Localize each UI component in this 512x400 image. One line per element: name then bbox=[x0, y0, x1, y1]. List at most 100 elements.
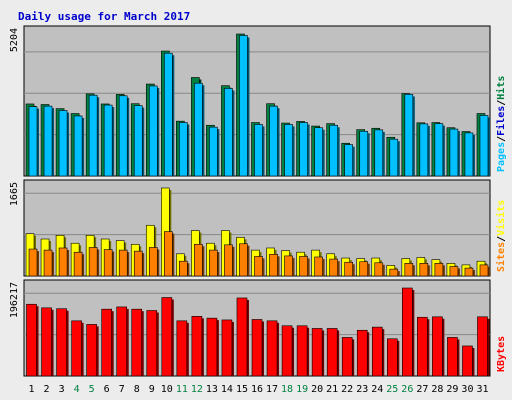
day-label-4: 4 bbox=[74, 384, 80, 395]
bar-files-day-26 bbox=[404, 94, 414, 177]
bar-sites-day-2 bbox=[43, 249, 53, 277]
bar-kbytes-day-3 bbox=[56, 308, 67, 377]
bar-kbytes-day-26 bbox=[402, 287, 413, 377]
bar-files-day-11 bbox=[179, 122, 188, 177]
bar-kbytes-day-29 bbox=[447, 337, 458, 377]
bar-files-day-29 bbox=[449, 128, 459, 177]
legend-entry: / bbox=[496, 100, 507, 106]
day-label-3: 3 bbox=[59, 384, 65, 395]
bar-sites-day-4 bbox=[73, 251, 83, 277]
bar-kbytes-day-22 bbox=[341, 337, 353, 377]
bar-files-day-9 bbox=[148, 85, 158, 177]
bar-files-day-20 bbox=[314, 127, 323, 177]
bar-kbytes-day-4 bbox=[71, 320, 82, 377]
bar-files-day-12 bbox=[194, 82, 203, 177]
bar-kbytes-day-1 bbox=[26, 303, 37, 377]
day-label-6: 6 bbox=[104, 384, 110, 395]
day-label-13: 13 bbox=[206, 384, 218, 395]
bar-files-day-30 bbox=[464, 132, 474, 177]
legend-entry: Hits bbox=[495, 76, 507, 100]
bar-files-day-14 bbox=[224, 88, 233, 177]
bar-kbytes-day-30 bbox=[462, 345, 473, 377]
legend-entry: KBytes bbox=[496, 336, 507, 372]
legend-entry: Sites bbox=[495, 242, 507, 272]
panel-hits-bars bbox=[25, 33, 490, 177]
bar-files-day-7 bbox=[118, 95, 128, 177]
bar-sites-day-25 bbox=[389, 268, 399, 277]
bar-kbytes-day-11 bbox=[176, 320, 188, 377]
day-label-25: 25 bbox=[386, 384, 398, 395]
bar-kbytes-day-9 bbox=[146, 310, 158, 377]
panel-visits-legend: Sites/Visits bbox=[495, 200, 507, 272]
day-label-27: 27 bbox=[416, 384, 428, 395]
legend-entry: Files bbox=[495, 106, 507, 136]
day-label-31: 31 bbox=[476, 384, 488, 395]
day-label-20: 20 bbox=[311, 384, 323, 395]
bar-kbytes-day-31 bbox=[477, 316, 488, 377]
bar-files-day-18 bbox=[284, 124, 293, 177]
bar-sites-day-7 bbox=[118, 249, 128, 277]
bar-sites-day-8 bbox=[133, 250, 143, 277]
bar-files-day-13 bbox=[209, 126, 218, 177]
panel-visits-bars bbox=[25, 187, 490, 277]
bar-sites-day-30 bbox=[464, 267, 474, 277]
day-label-15: 15 bbox=[236, 384, 248, 395]
legend-entry: / bbox=[496, 136, 507, 142]
bar-files-day-21 bbox=[329, 124, 338, 177]
day-label-9: 9 bbox=[149, 384, 155, 395]
bar-files-day-22 bbox=[344, 144, 353, 177]
bar-sites-day-16 bbox=[254, 256, 263, 277]
bar-sites-day-20 bbox=[314, 256, 323, 277]
bar-sites-day-28 bbox=[434, 263, 444, 277]
bar-sites-day-18 bbox=[284, 255, 293, 277]
day-label-23: 23 bbox=[356, 384, 368, 395]
bar-sites-day-3 bbox=[58, 247, 68, 277]
bar-sites-day-12 bbox=[194, 243, 203, 277]
bar-files-day-27 bbox=[419, 123, 429, 177]
day-label-21: 21 bbox=[326, 384, 338, 395]
bar-files-day-5 bbox=[88, 94, 98, 177]
bar-files-day-19 bbox=[299, 122, 308, 177]
bar-kbytes-day-10 bbox=[161, 297, 173, 377]
bar-files-day-17 bbox=[269, 105, 278, 177]
bar-files-day-3 bbox=[58, 110, 68, 177]
bar-sites-day-23 bbox=[359, 261, 369, 277]
legend-entry: / bbox=[496, 236, 507, 242]
bar-kbytes-day-17 bbox=[266, 320, 278, 377]
day-label-26: 26 bbox=[401, 384, 413, 395]
bar-kbytes-day-2 bbox=[41, 307, 52, 377]
bar-sites-day-31 bbox=[479, 264, 489, 277]
day-label-11: 11 bbox=[176, 384, 188, 395]
bar-files-day-6 bbox=[103, 104, 113, 177]
day-label-18: 18 bbox=[281, 384, 293, 395]
bar-kbytes-day-14 bbox=[221, 319, 233, 377]
bar-kbytes-day-8 bbox=[131, 308, 143, 377]
bar-kbytes-day-16 bbox=[251, 319, 263, 377]
bar-sites-day-29 bbox=[449, 266, 459, 277]
bar-sites-day-21 bbox=[329, 258, 338, 277]
panel-kbytes-max-label: 196217 bbox=[9, 282, 20, 318]
panel-visits-max-label: 1665 bbox=[9, 182, 20, 206]
bar-sites-day-26 bbox=[404, 263, 414, 277]
day-label-29: 29 bbox=[446, 384, 458, 395]
bar-files-day-2 bbox=[43, 105, 53, 177]
bar-sites-day-1 bbox=[28, 248, 38, 277]
bar-kbytes-day-24 bbox=[371, 326, 383, 377]
day-label-22: 22 bbox=[341, 384, 353, 395]
bar-sites-day-27 bbox=[419, 263, 429, 277]
bar-files-day-16 bbox=[254, 124, 263, 177]
bar-kbytes-day-20 bbox=[311, 328, 323, 377]
bar-kbytes-day-19 bbox=[296, 325, 308, 377]
bar-kbytes-day-28 bbox=[432, 316, 443, 377]
day-label-5: 5 bbox=[89, 384, 95, 395]
bar-kbytes-day-27 bbox=[417, 316, 428, 377]
bar-files-day-28 bbox=[434, 123, 444, 177]
bar-kbytes-day-25 bbox=[386, 338, 398, 377]
bar-files-day-1 bbox=[28, 106, 38, 177]
day-label-16: 16 bbox=[251, 384, 263, 395]
day-label-12: 12 bbox=[191, 384, 203, 395]
bar-kbytes-day-7 bbox=[116, 306, 128, 377]
bar-files-day-10 bbox=[164, 52, 173, 177]
